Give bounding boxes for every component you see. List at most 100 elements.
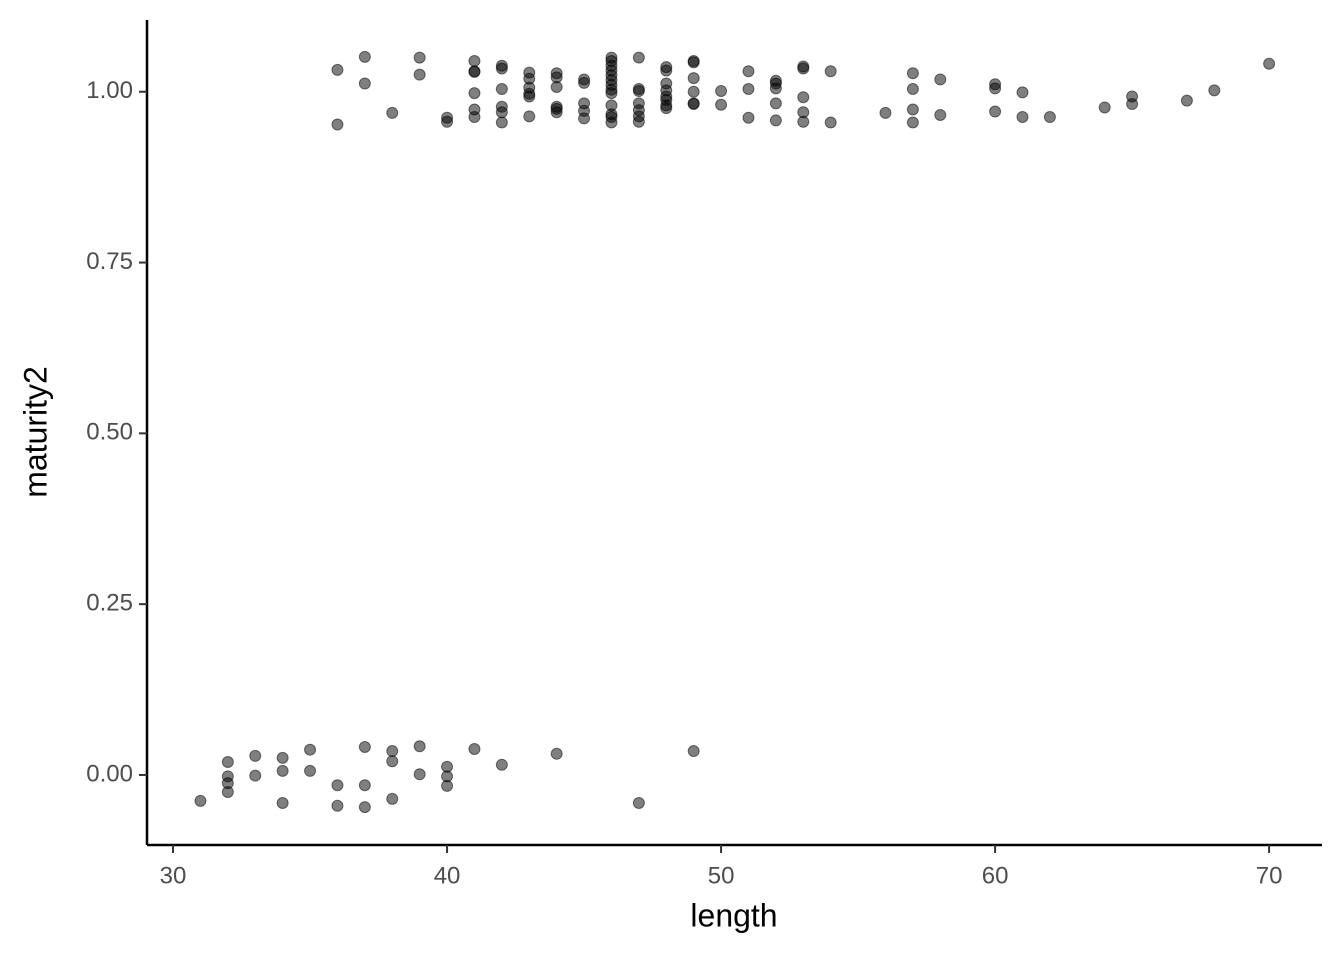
- point: [989, 105, 1002, 118]
- point: [413, 51, 426, 64]
- point: [276, 751, 289, 764]
- point: [331, 63, 344, 76]
- point: [797, 62, 810, 75]
- point: [687, 745, 700, 758]
- point: [386, 755, 399, 768]
- y-axis-title: maturity2: [17, 366, 53, 498]
- point: [358, 779, 371, 792]
- point: [632, 51, 645, 64]
- point: [468, 87, 481, 100]
- x-tick-label: 30: [160, 862, 187, 889]
- point: [769, 97, 782, 110]
- x-axis-title: length: [690, 897, 777, 933]
- point: [550, 747, 563, 760]
- y-tick-label: 0.50: [86, 419, 133, 446]
- point: [495, 116, 508, 129]
- y-tick-label: 0.25: [86, 590, 133, 617]
- point: [660, 102, 673, 115]
- point: [797, 115, 810, 128]
- point: [824, 65, 837, 78]
- point: [824, 116, 837, 129]
- point: [687, 98, 700, 111]
- point: [1126, 98, 1139, 111]
- point: [906, 116, 919, 129]
- point: [249, 769, 262, 782]
- x-tick-label: 70: [1256, 862, 1283, 889]
- point: [304, 764, 317, 777]
- point: [304, 743, 317, 756]
- point: [742, 65, 755, 78]
- point: [441, 779, 454, 792]
- point: [934, 73, 947, 86]
- point: [550, 106, 563, 119]
- point: [742, 111, 755, 124]
- point: [468, 743, 481, 756]
- x-tick-label: 50: [708, 862, 735, 889]
- point: [1208, 84, 1221, 97]
- point: [687, 85, 700, 98]
- point: [660, 64, 673, 77]
- point: [934, 108, 947, 121]
- point: [194, 794, 207, 807]
- y-tick-label: 0.00: [86, 760, 133, 787]
- point: [632, 115, 645, 128]
- point: [468, 54, 481, 67]
- point: [605, 87, 618, 100]
- point: [523, 110, 536, 123]
- point: [1016, 111, 1029, 124]
- point: [715, 85, 728, 98]
- point: [879, 106, 892, 119]
- point: [413, 68, 426, 81]
- x-tick-label: 60: [982, 862, 1009, 889]
- point: [906, 103, 919, 116]
- point: [386, 745, 399, 758]
- point: [1098, 101, 1111, 114]
- point: [769, 114, 782, 127]
- point: [906, 83, 919, 96]
- point: [989, 82, 1002, 95]
- point: [797, 91, 810, 104]
- point: [632, 85, 645, 98]
- point: [495, 758, 508, 771]
- point: [687, 72, 700, 85]
- point: [468, 111, 481, 124]
- point: [468, 65, 481, 78]
- point: [1263, 57, 1276, 70]
- point: [413, 740, 426, 753]
- point: [769, 82, 782, 95]
- point: [358, 801, 371, 814]
- point: [386, 106, 399, 119]
- y-tick-label: 1.00: [86, 77, 133, 104]
- point: [249, 749, 262, 762]
- point: [687, 56, 700, 69]
- point: [221, 786, 234, 799]
- point: [742, 83, 755, 96]
- point: [221, 755, 234, 768]
- point: [578, 112, 591, 125]
- point: [578, 76, 591, 89]
- point: [632, 796, 645, 809]
- y-tick-label: 0.75: [86, 248, 133, 275]
- point: [1043, 111, 1056, 124]
- point: [605, 116, 618, 129]
- point: [358, 740, 371, 753]
- point: [1180, 94, 1193, 107]
- point: [331, 118, 344, 131]
- x-tick-label: 40: [434, 862, 461, 889]
- point: [495, 62, 508, 75]
- point: [906, 67, 919, 80]
- point: [358, 77, 371, 90]
- point: [386, 792, 399, 805]
- point: [495, 83, 508, 96]
- point: [331, 799, 344, 812]
- point: [495, 106, 508, 119]
- point: [276, 796, 289, 809]
- point: [550, 80, 563, 93]
- point: [358, 50, 371, 63]
- point: [715, 98, 728, 111]
- point: [331, 779, 344, 792]
- point: [523, 90, 536, 103]
- point: [276, 764, 289, 777]
- point: [413, 768, 426, 781]
